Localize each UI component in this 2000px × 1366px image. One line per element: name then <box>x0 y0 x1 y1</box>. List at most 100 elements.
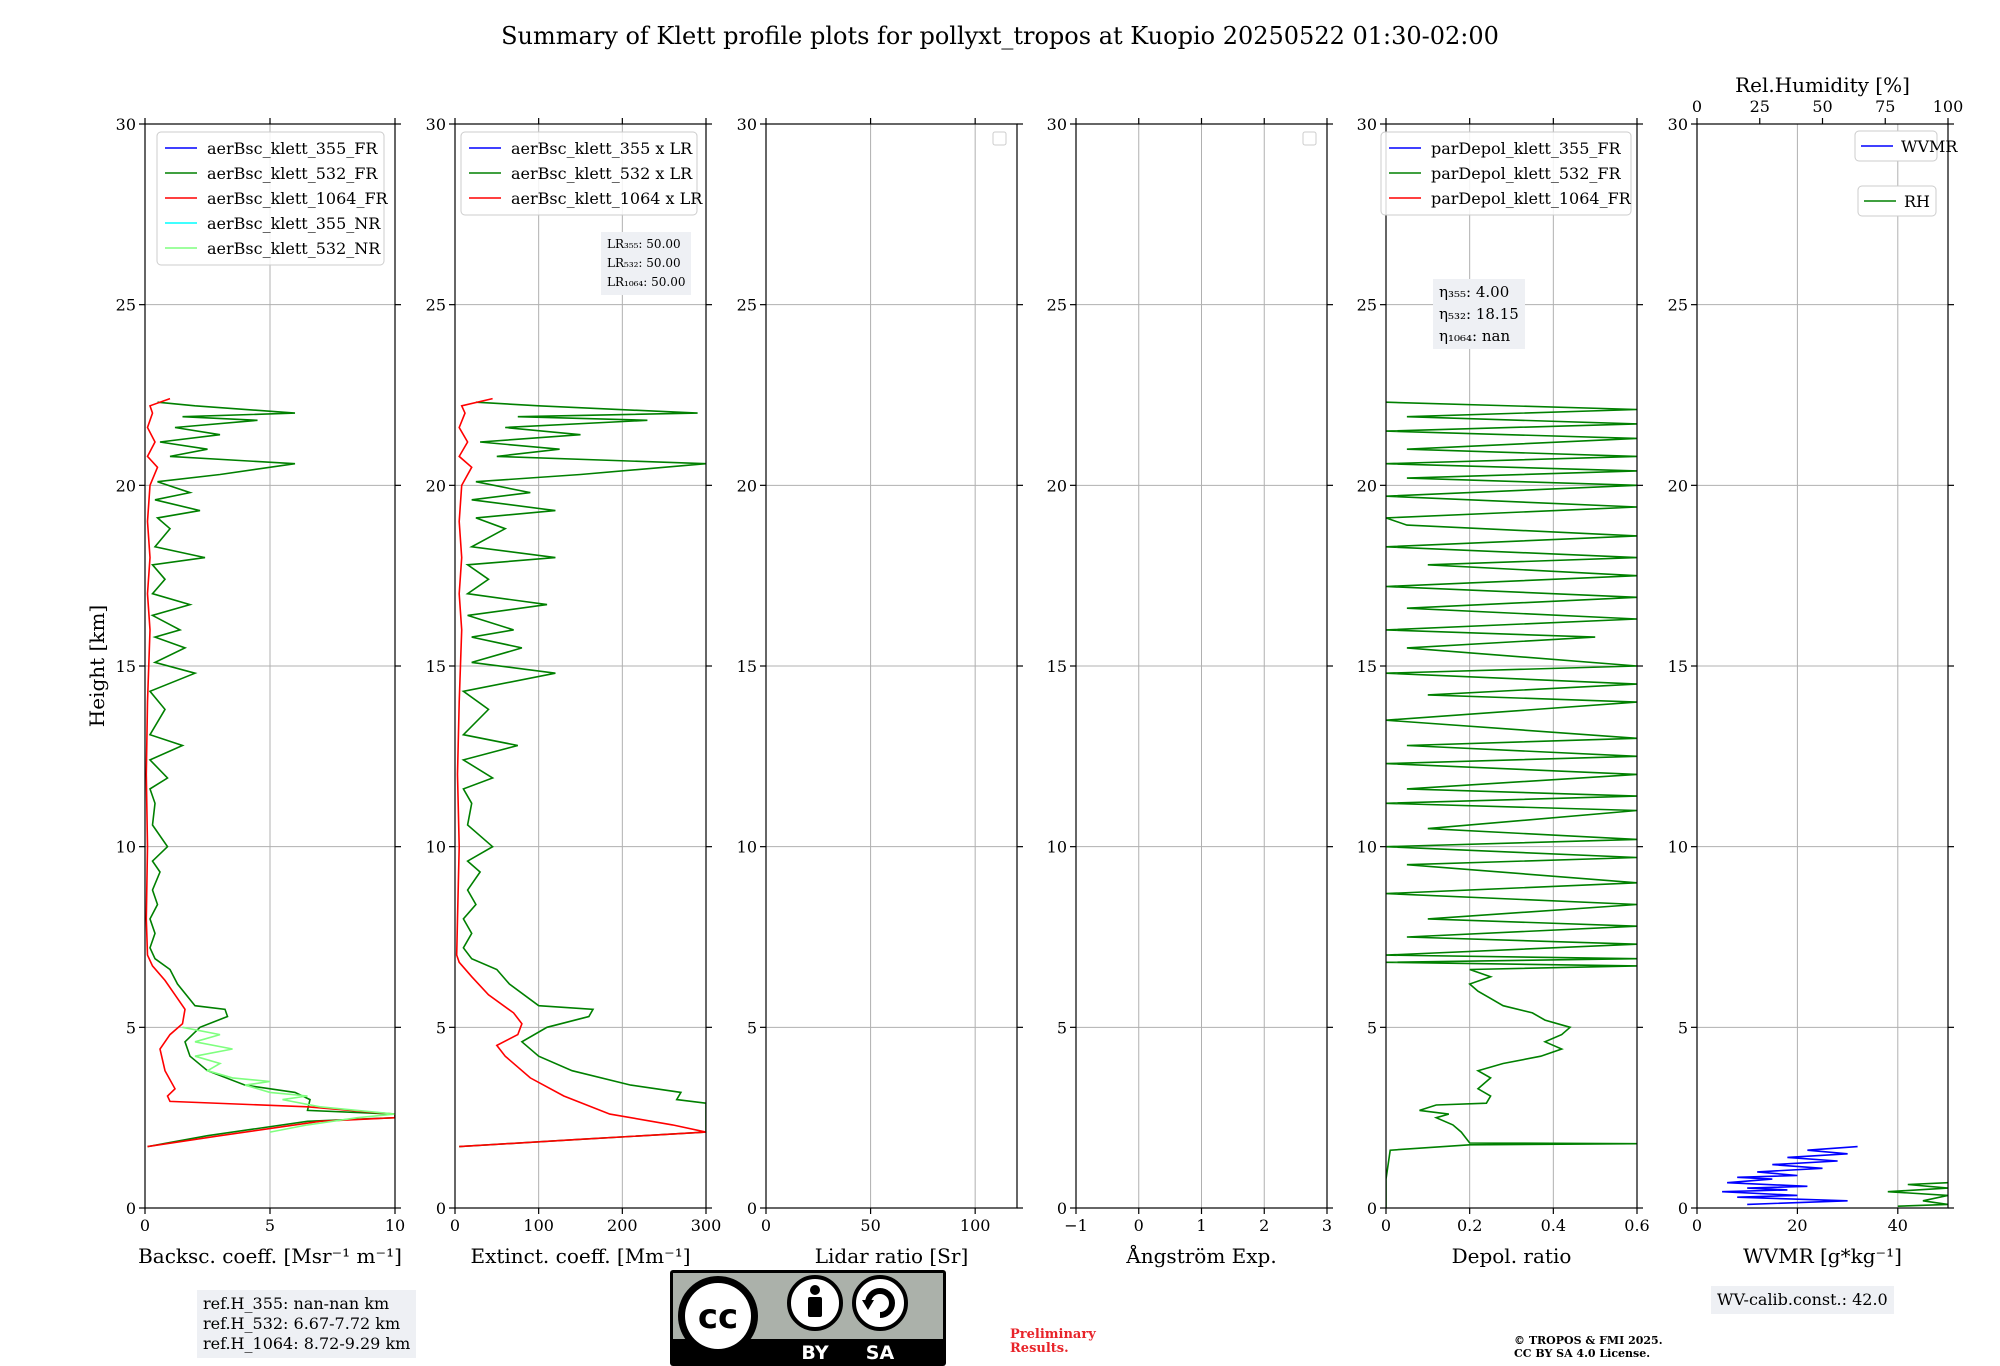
y-tick-label: 20 <box>1047 476 1067 495</box>
legend-box-empty <box>992 131 1007 146</box>
y-tick-label: 30 <box>426 115 446 134</box>
legend-label: aerBsc_klett_1064_FR <box>207 189 389 208</box>
legend-box <box>460 131 698 216</box>
legend-box <box>1857 185 1937 217</box>
x-tick-label: −1 <box>1064 1216 1088 1235</box>
x-tick-label: 20 <box>1787 1216 1807 1235</box>
x-tick-label: 40 <box>1888 1216 1908 1235</box>
x-axis-label: Backsc. coeff. [Msr⁻¹ m⁻¹] <box>138 1244 402 1268</box>
y-tick-label: 0 <box>1057 1199 1067 1218</box>
figure-title: Summary of Klett profile plots for polly… <box>501 22 1499 50</box>
cc-by-sa-license-icon: cc BY SA <box>670 1270 946 1366</box>
ref-height-1064: ref.H_1064: 8.72-9.29 km <box>203 1334 411 1353</box>
y-tick-label: 25 <box>426 296 446 315</box>
y-tick-label: 15 <box>1668 657 1688 676</box>
y-tick-label: 0 <box>126 1199 136 1218</box>
series-RH <box>1887 1181 1948 1207</box>
series-aerBsc_klett_1064 x LR <box>455 397 706 1148</box>
x-tick-label: 0.4 <box>1541 1216 1566 1235</box>
preliminary-line-2: Results. <box>1010 1341 1069 1356</box>
y-tick-label: 10 <box>1668 838 1688 857</box>
panel-backscatter: 0 5 10 15 20 25 30 0 5 10 Backsc. coeff. [Msr⁻¹ m⁻… <box>85 115 405 1268</box>
y-tick-label: 5 <box>1057 1018 1067 1037</box>
license-sa-label: SA <box>866 1342 895 1364</box>
y-tick-label: 30 <box>1047 115 1067 134</box>
eta-355: η₃₅₅: 4.00 <box>1439 283 1510 301</box>
license-by-label: BY <box>801 1342 828 1364</box>
panel-lidar-ratio: 0 5 10 15 20 25 30 0 50 100 Lidar ratio [Sr] <box>737 115 1023 1268</box>
y-tick-label: 5 <box>126 1018 136 1037</box>
y-tick-label: 0 <box>1678 1199 1688 1218</box>
y-tick-label: 25 <box>1047 296 1067 315</box>
x2-tick-label: 0 <box>1692 97 1702 116</box>
series-aerBsc_klett_532 x LR <box>459 401 706 1148</box>
x2-tick-label: 50 <box>1812 97 1832 116</box>
y-tick-label: 25 <box>116 296 136 315</box>
y-tick-label: 20 <box>116 476 136 495</box>
y-tick-label: 20 <box>426 476 446 495</box>
y-tick-label: 10 <box>116 838 136 857</box>
copyright-line-2: CC BY SA 4.0 License. <box>1514 1347 1651 1360</box>
x2-tick-label: 25 <box>1750 97 1770 116</box>
x-axis-label: WVMR [g*kg⁻¹] <box>1743 1244 1902 1268</box>
wv-calib-const: WV-calib.const.: 42.0 <box>1717 1290 1888 1309</box>
series-aerBsc_klett_1064_FR <box>145 397 395 1148</box>
y-tick-label: 5 <box>436 1018 446 1037</box>
legend-box <box>1854 130 1938 162</box>
ref-height-355: ref.H_355: nan-nan km <box>203 1294 390 1313</box>
legend-label: parDepol_klett_1064_FR <box>1431 189 1632 208</box>
y-tick-label: 30 <box>1357 115 1377 134</box>
series-aerBsc_klett_532_NR <box>182 1026 395 1133</box>
series-parDepol_klett_532_FR <box>1386 401 1637 1208</box>
x-tick-label: 2 <box>1259 1216 1269 1235</box>
x-tick-label: 100 <box>960 1216 991 1235</box>
y-tick-label: 20 <box>737 476 757 495</box>
y-tick-label: 30 <box>1668 115 1688 134</box>
x-tick-label: 0 <box>450 1216 460 1235</box>
y-tick-label: 25 <box>737 296 757 315</box>
legend-label: parDepol_klett_532_FR <box>1431 164 1622 183</box>
x-tick-label: 0 <box>761 1216 771 1235</box>
legend-label: aerBsc_klett_1064 x LR <box>511 189 703 208</box>
legend-box <box>156 131 385 266</box>
x-tick-label: 0 <box>1381 1216 1391 1235</box>
y-tick-label: 5 <box>1678 1018 1688 1037</box>
lr-532: LR₅₃₂: 50.00 <box>607 256 681 270</box>
x-tick-label: 0.2 <box>1457 1216 1482 1235</box>
x2-axis-label: Rel.Humidity [%] <box>1735 73 1910 97</box>
x-tick-label: 0 <box>140 1216 150 1235</box>
y-tick-label: 10 <box>1047 838 1067 857</box>
legend-label: aerBsc_klett_355_FR <box>207 139 378 158</box>
legend-label: aerBsc_klett_355_NR <box>207 214 381 233</box>
y-tick-label: 5 <box>747 1018 757 1037</box>
y-tick-label: 15 <box>116 657 136 676</box>
y-tick-label: 25 <box>1668 296 1688 315</box>
legend-label: WVMR <box>1901 137 1958 156</box>
x-tick-label: 3 <box>1322 1216 1332 1235</box>
x-tick-label: 5 <box>265 1216 275 1235</box>
y-tick-label: 30 <box>116 115 136 134</box>
y-tick-label: 15 <box>737 657 757 676</box>
x-tick-label: 50 <box>860 1216 880 1235</box>
x2-tick-label: 100 <box>1933 97 1964 116</box>
wv-calib-box: WV-calib.const.: 42.0 <box>1711 1286 1894 1314</box>
eta-box: η₃₅₅: 4.00 η₅₃₂: 18.15 η₁₀₆₄: nan <box>1433 279 1525 349</box>
legend-label: aerBsc_klett_355 x LR <box>511 139 693 158</box>
x-tick-label: 0 <box>1692 1216 1702 1235</box>
sa-share-icon <box>852 1275 908 1331</box>
y-tick-label: 0 <box>747 1199 757 1218</box>
y-tick-label: 20 <box>1357 476 1377 495</box>
y-tick-label: 15 <box>1357 657 1377 676</box>
series-aerBsc_klett_532_FR <box>147 401 395 1148</box>
legend-box <box>1380 131 1632 216</box>
legend-label: aerBsc_klett_532_FR <box>207 164 378 183</box>
lr-355: LR₃₅₅: 50.00 <box>607 237 681 251</box>
x-tick-label: 0 <box>1134 1216 1144 1235</box>
y-axis-label: Height [km] <box>85 605 109 727</box>
lidar-ratio-box: LR₃₅₅: 50.00 LR₅₃₂: 50.00 LR₁₀₆₄: 50.00 <box>601 232 692 295</box>
x-tick-label: 0.6 <box>1624 1216 1649 1235</box>
y-tick-label: 30 <box>737 115 757 134</box>
